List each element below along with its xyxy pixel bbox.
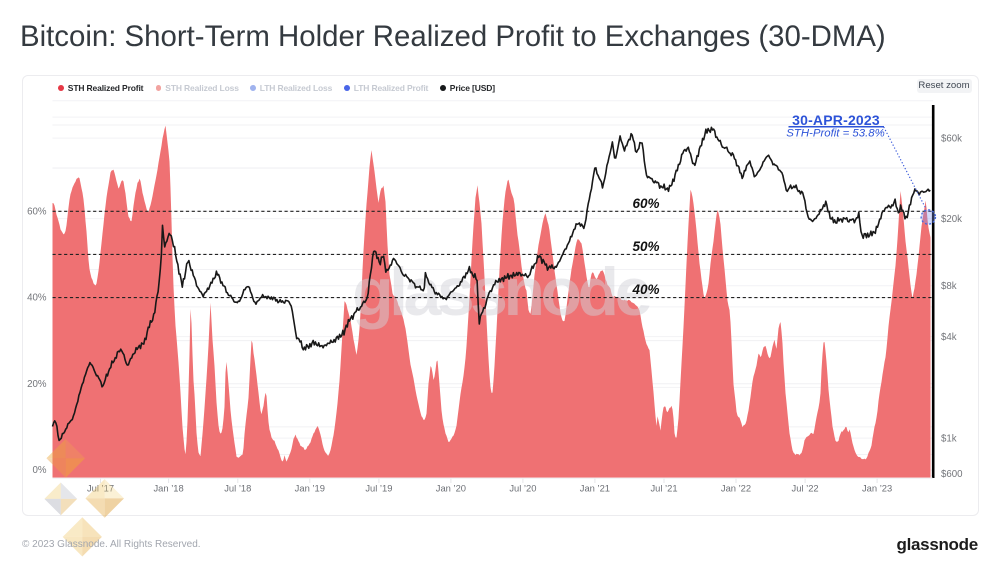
svg-text:40%: 40% [27,293,47,304]
svg-text:Jan ’20: Jan ’20 [436,482,466,493]
svg-text:Jan ’18: Jan ’18 [153,482,183,493]
svg-text:$1k: $1k [941,433,957,444]
svg-text:$4k: $4k [941,332,957,343]
svg-text:$60k: $60k [941,133,962,144]
svg-text:Jan ’23: Jan ’23 [862,482,892,493]
svg-text:60%: 60% [27,207,47,218]
svg-text:Jul ’21: Jul ’21 [650,482,677,493]
svg-text:Jul ’18: Jul ’18 [224,482,251,493]
svg-text:$8k: $8k [941,281,957,292]
svg-text:$600: $600 [941,469,963,480]
svg-text:20%: 20% [27,379,47,390]
svg-text:Jul ’22: Jul ’22 [792,482,819,493]
svg-text:Jan ’21: Jan ’21 [580,482,610,493]
svg-text:STH-Profit = 53.8%: STH-Profit = 53.8% [786,127,884,139]
svg-text:$20k: $20k [941,214,962,225]
svg-text:Jul ’20: Jul ’20 [509,482,536,493]
svg-text:30-APR-2023: 30-APR-2023 [792,112,880,128]
svg-text:0%: 0% [32,465,46,476]
svg-text:40%: 40% [631,282,659,297]
svg-text:Jan ’19: Jan ’19 [295,482,325,493]
svg-text:Jan ’22: Jan ’22 [721,482,751,493]
svg-text:glassnode: glassnode [352,254,650,330]
svg-text:60%: 60% [632,196,659,211]
svg-text:50%: 50% [632,239,659,254]
svg-text:Jul ’17: Jul ’17 [87,482,114,493]
svg-text:Jul ’19: Jul ’19 [365,482,392,493]
